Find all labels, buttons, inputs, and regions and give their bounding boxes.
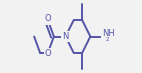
Text: 2: 2 — [106, 37, 109, 42]
Text: N: N — [62, 32, 69, 41]
Text: O: O — [45, 49, 51, 58]
Text: NH: NH — [102, 29, 114, 38]
Text: O: O — [45, 14, 51, 24]
